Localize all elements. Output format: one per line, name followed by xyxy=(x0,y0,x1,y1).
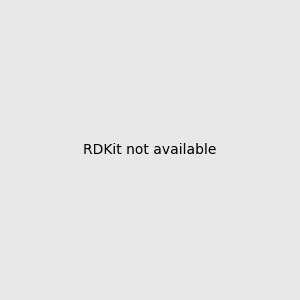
Text: RDKit not available: RDKit not available xyxy=(83,143,217,157)
